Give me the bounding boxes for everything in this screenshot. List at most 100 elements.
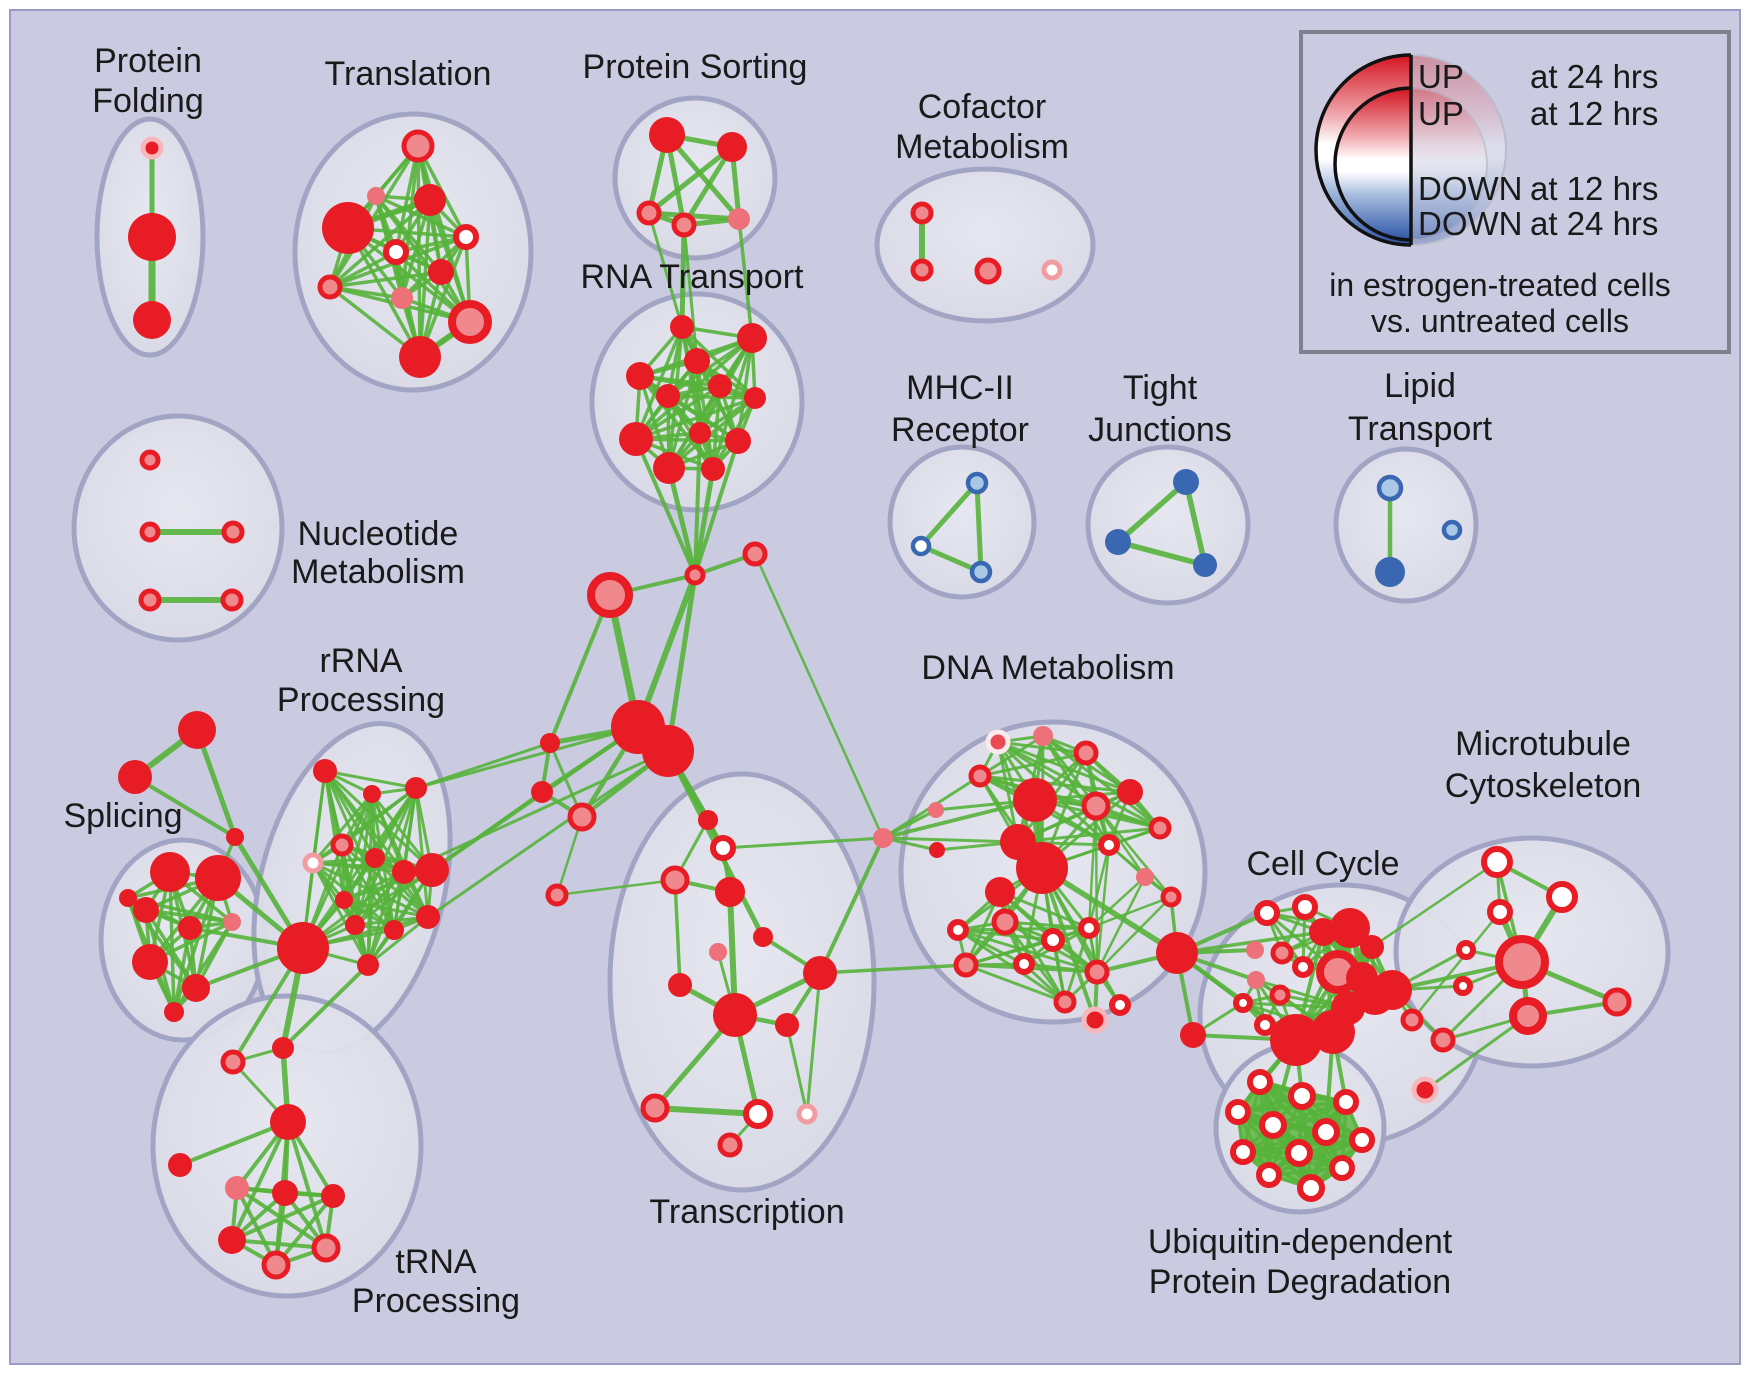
node-cf4	[1041, 259, 1063, 281]
node-nm3	[221, 520, 245, 544]
node-lw4	[545, 883, 569, 907]
node-ch2	[642, 725, 694, 777]
node-dm3	[1073, 740, 1099, 766]
node-tn3	[225, 1176, 249, 1200]
edge-tn1-tn7	[286, 1120, 328, 1250]
edge-mh1-mh2	[918, 480, 980, 549]
node-t6	[317, 274, 343, 300]
node-tj1	[1173, 469, 1199, 495]
node-dm21	[1078, 917, 1100, 939]
cluster-tight-junctions-ellipse	[1085, 444, 1251, 606]
node-tc1	[272, 1037, 294, 1059]
node-ub6	[1312, 1118, 1340, 1146]
edge-cc20-mt3	[1410, 910, 1502, 1022]
edge-tj1-tj3	[1183, 479, 1208, 568]
cluster-lipid-transport-ellipse	[1333, 446, 1479, 604]
node-dm5	[928, 802, 944, 818]
node-tx5	[753, 927, 773, 947]
node-tx7	[640, 1093, 670, 1123]
node-cc9	[1254, 1014, 1276, 1036]
node-rt7	[656, 384, 680, 408]
node-ub5	[1259, 1111, 1287, 1139]
node-tn7	[311, 1233, 341, 1263]
clique-edge	[1041, 734, 1162, 830]
clique-edge	[311, 861, 370, 967]
node-cc2	[1292, 894, 1318, 920]
node-cf2	[910, 258, 934, 282]
edge-lw4-td3	[555, 878, 677, 897]
edge-ps4-rt1	[679, 222, 687, 330]
node-fr3	[226, 828, 244, 846]
node-mt6	[1602, 987, 1632, 1017]
edge-cc12-mt1	[1370, 860, 1499, 949]
cluster-label-cell-cycle: Cell Cycle	[1246, 845, 1399, 883]
edge-fr2-fr3	[133, 775, 237, 839]
cluster-mhc-ii-receptor-ellipse	[887, 444, 1037, 600]
node-nm4	[138, 588, 162, 612]
node-cf3	[974, 257, 1002, 285]
node-dm27	[1081, 1006, 1109, 1034]
node-rt1	[670, 315, 694, 339]
node-pf1	[140, 136, 164, 160]
edge-tn1-tn2	[178, 1120, 290, 1167]
node-nm2	[139, 521, 161, 543]
clique-edge	[964, 926, 1091, 967]
edge-tn1-tn6	[230, 1120, 290, 1242]
node-t10	[399, 336, 441, 378]
node-rr14	[357, 954, 379, 976]
clique-edge	[1041, 734, 1111, 847]
node-rt2	[737, 323, 767, 353]
clique-edge	[342, 898, 430, 919]
node-cn1	[684, 564, 706, 586]
node-dmc	[873, 828, 893, 848]
node-tn5	[321, 1184, 345, 1208]
node-tn1	[270, 1104, 306, 1140]
node-lp1	[1376, 474, 1404, 502]
edge-rt9-cn1	[693, 431, 702, 577]
clique-edge	[323, 769, 434, 872]
clique-edge	[978, 751, 1088, 778]
node-mh1	[965, 471, 989, 495]
cluster-label-lipid-transport: Transport	[1348, 410, 1493, 448]
node-rt8	[619, 422, 653, 456]
clique-edge	[328, 270, 443, 289]
node-ub12	[1297, 1174, 1325, 1202]
node-td4	[715, 877, 745, 907]
node-rr2	[363, 785, 381, 803]
node-ub4	[1225, 1099, 1251, 1125]
node-sp6	[132, 944, 168, 980]
node-rt9	[689, 422, 711, 444]
node-rr10	[384, 920, 404, 940]
legend-caption: in estrogen-treated cells	[1329, 267, 1671, 303]
node-rt5	[708, 374, 732, 398]
cluster-label-cofactor-metabolism: Cofactor	[918, 88, 1047, 126]
node-cc22	[1430, 1027, 1456, 1053]
node-sp2	[195, 855, 241, 901]
clique-edge	[414, 786, 430, 919]
node-t4	[453, 224, 479, 250]
node-cc4	[1270, 941, 1294, 965]
clique-edge	[634, 325, 684, 441]
edge-dmc-dm11	[881, 836, 1020, 844]
node-dm19	[991, 908, 1019, 936]
edge-tx3-dmc	[818, 836, 885, 975]
node-dm13	[985, 877, 1015, 907]
node-dm25	[1109, 994, 1131, 1016]
clique-edge	[366, 870, 406, 967]
node-td3	[660, 865, 690, 895]
node-dm9	[929, 842, 945, 858]
node-cc5	[1292, 956, 1314, 978]
node-fr1	[178, 711, 216, 749]
node-rr12	[345, 915, 365, 935]
edge-td2-dmc	[721, 836, 885, 850]
node-t9	[448, 300, 492, 344]
clique-edge	[1087, 895, 1173, 930]
edge-tj1-tj2	[1115, 479, 1189, 545]
node-dm23	[1013, 953, 1035, 975]
cluster-label-nucleotide-metabolism: Nucleotide	[298, 515, 459, 553]
node-mh2	[910, 535, 932, 557]
cluster-label-trna-processing: Processing	[352, 1282, 520, 1320]
clique-edge	[1095, 875, 1147, 974]
node-cc10	[1309, 918, 1337, 946]
